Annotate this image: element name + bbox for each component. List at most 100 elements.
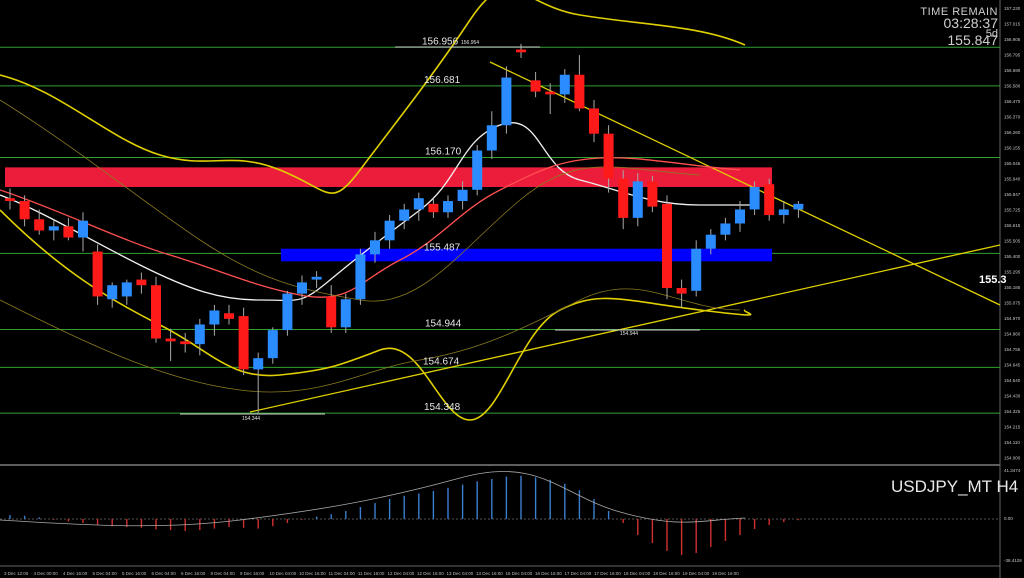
- price-scale-label: 155.505: [1004, 239, 1021, 244]
- time-label: 13 Dec 16:00: [476, 571, 503, 576]
- price-scale-label: 157.015: [1004, 22, 1021, 27]
- candle-body: [705, 234, 716, 249]
- candle-body: [662, 203, 672, 289]
- indicator-scale-label: 41.3474: [1004, 468, 1021, 473]
- candle-body: [121, 282, 132, 297]
- indicator-scale-label: -38.4128: [1004, 558, 1022, 563]
- trendline-up: [249, 244, 1001, 413]
- candle-body: [326, 296, 337, 328]
- candle-body: [618, 178, 629, 218]
- price-scale-label: 154.645: [1004, 363, 1021, 368]
- candle-body: [5, 198, 15, 202]
- price-scale-label: 155.615: [1004, 223, 1021, 228]
- inner-band-lower: [0, 288, 741, 393]
- candle-body: [735, 209, 745, 224]
- candle-body: [647, 181, 658, 207]
- candle-body: [574, 74, 585, 109]
- price-scale-label: 156.580: [1004, 84, 1021, 89]
- candle-body: [48, 226, 59, 231]
- price-scale-label: 156.795: [1004, 53, 1021, 58]
- time-label: 12 Dec 16:00: [417, 571, 444, 576]
- candle-body: [19, 201, 30, 220]
- time-label: 6 Dec 16:00: [181, 571, 206, 576]
- candle-body: [559, 74, 570, 95]
- candle-body: [764, 184, 775, 216]
- price-scale-label: 157.230: [1004, 6, 1021, 11]
- candle-body: [589, 108, 599, 134]
- candle-body: [516, 49, 526, 53]
- price-scale-label: 156.905: [1004, 37, 1021, 42]
- time-label: 19 Dec 04:00: [683, 571, 710, 576]
- candle-body: [749, 186, 760, 210]
- price-scale-label: 156.690: [1004, 68, 1021, 73]
- time-label: 17 Dec 16:00: [594, 571, 621, 576]
- price-scale-label: 156.045: [1004, 161, 1021, 166]
- time-label: 4 Dec 16:00: [63, 571, 88, 576]
- price-scale-label: 154.430: [1004, 394, 1021, 399]
- candle-body: [253, 358, 264, 370]
- candle-body: [632, 181, 643, 218]
- price-scale-label: 155.725: [1004, 208, 1021, 213]
- price-scale-label: 156.370: [1004, 115, 1021, 120]
- candle-body: [311, 276, 322, 280]
- indicator-scale-label: 0.00: [1004, 516, 1013, 521]
- candle-body: [165, 338, 176, 342]
- signal-line: [0, 471, 746, 527]
- candle-body: [238, 316, 249, 370]
- time-label: 5 Dec 16:00: [122, 571, 147, 576]
- level-label: 156.956: [422, 36, 459, 47]
- candle-body: [136, 279, 147, 286]
- candle-body: [457, 189, 468, 202]
- time-label: 16 Dec 16:00: [535, 571, 562, 576]
- candle-body: [676, 288, 687, 294]
- candle-body: [545, 91, 556, 95]
- time-label: 3 Dec 12:00: [4, 571, 29, 576]
- level-label: 154.348: [424, 402, 461, 413]
- price-scale-label: 155.295: [1004, 270, 1021, 275]
- candle-body: [486, 125, 497, 151]
- price-scale-label: 155.940: [1004, 177, 1021, 182]
- candle-body: [399, 209, 410, 221]
- symbol-timeframe: USDJPY_MT H4: [891, 477, 1019, 496]
- level-label: 155.487: [424, 242, 461, 253]
- bollinger-upper: [0, 0, 746, 194]
- candle-body: [413, 198, 424, 210]
- candle-body: [370, 240, 380, 255]
- candle-body: [778, 209, 789, 216]
- candle-body: [428, 203, 439, 213]
- time-label: 9 Dec 04:00: [211, 571, 236, 576]
- candle-body: [209, 310, 220, 325]
- resistance-zone: [5, 167, 772, 187]
- price-scale-label: 154.325: [1004, 409, 1021, 414]
- price-scale-label: 154.215: [1004, 425, 1021, 430]
- candle-body: [224, 313, 234, 319]
- candles-label: 5d: [985, 28, 998, 40]
- candle-body: [297, 282, 307, 294]
- candle-body: [472, 150, 483, 190]
- time-remain-value: 03:28:37: [943, 15, 999, 31]
- time-label: 4 Dec 00:00: [34, 571, 59, 576]
- time-label: 9 Dec 16:00: [240, 571, 265, 576]
- time-label: 11 Dec 04:00: [329, 571, 356, 576]
- time-label: 16 Dec 04:00: [506, 571, 533, 576]
- candle-body: [340, 299, 351, 328]
- price-scale-label: 154.755: [1004, 347, 1021, 352]
- moving-average-slow: [0, 157, 741, 298]
- price-scale-label: 155.075: [1004, 301, 1021, 306]
- time-label: 18 Dec 04:00: [624, 571, 651, 576]
- candle-body: [793, 203, 804, 210]
- time-label: 12 Dec 04:00: [388, 571, 415, 576]
- time-label: 10 Dec 04:00: [270, 571, 297, 576]
- candle-body: [107, 285, 118, 300]
- candle-body: [267, 330, 278, 359]
- candle-body: [603, 133, 614, 179]
- time-label: 6 Dec 04:00: [152, 571, 177, 576]
- candle-body: [530, 80, 541, 92]
- level-label: 154.944: [425, 319, 462, 330]
- time-label: 17 Dec 04:00: [565, 571, 592, 576]
- candle-body: [194, 324, 205, 345]
- candle-body: [282, 293, 293, 331]
- time-label: 18 Dec 16:00: [653, 571, 680, 576]
- price-scale-label: 155.185: [1004, 285, 1021, 290]
